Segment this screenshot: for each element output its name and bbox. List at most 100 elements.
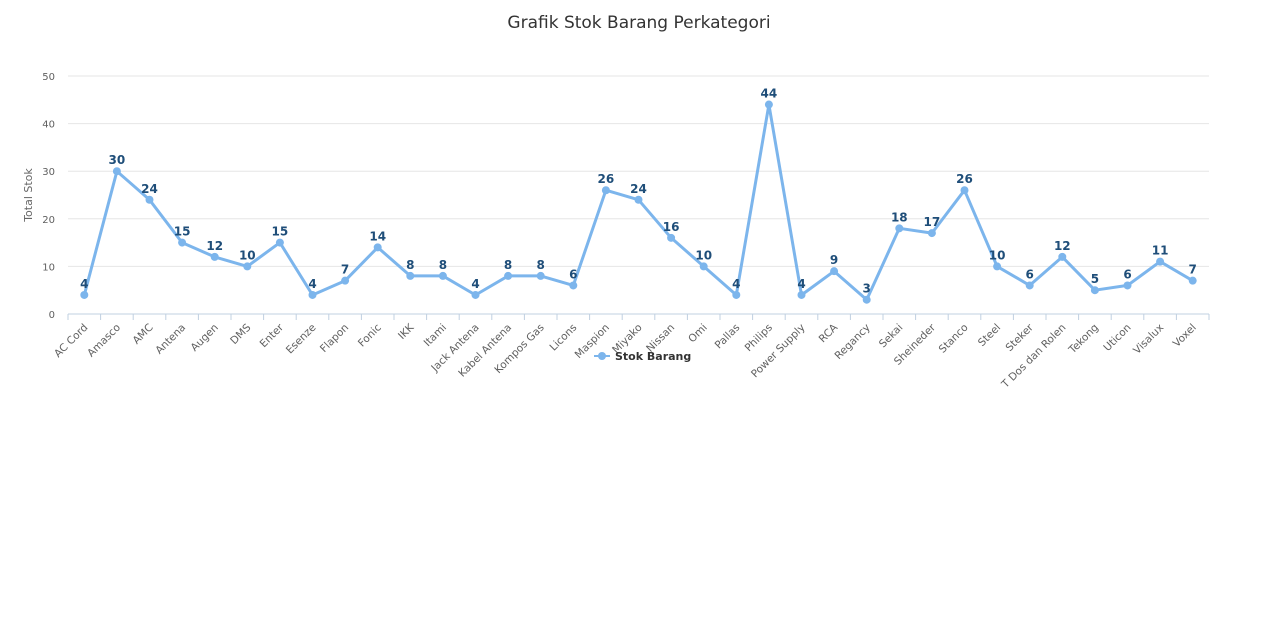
data-point[interactable] <box>1025 281 1034 290</box>
data-label: 4 <box>797 277 805 291</box>
data-label: 4 <box>308 277 316 291</box>
data-point[interactable] <box>960 186 969 195</box>
data-label: 30 <box>109 153 126 167</box>
y-tick-label: 10 <box>42 262 55 273</box>
data-point[interactable] <box>145 195 154 204</box>
legend[interactable]: Stok Barang <box>594 350 691 363</box>
data-point[interactable] <box>243 262 252 271</box>
x-tick-label: Augen <box>189 322 221 354</box>
x-tick-label: IKK <box>396 321 417 342</box>
data-point[interactable] <box>536 271 545 280</box>
data-label: 15 <box>272 225 289 239</box>
x-tick-label: AMC <box>130 322 155 347</box>
data-point[interactable] <box>471 290 480 299</box>
data-label: 8 <box>537 258 545 272</box>
data-point[interactable] <box>1090 286 1099 295</box>
y-tick-label: 0 <box>49 310 55 321</box>
x-tick-label: Voxel <box>1171 322 1199 350</box>
data-label: 7 <box>1189 263 1197 277</box>
x-tick-label: RCA <box>817 321 841 345</box>
data-label: 10 <box>695 248 712 262</box>
x-tick-label: Amasco <box>85 322 123 360</box>
y-tick-label: 30 <box>42 167 55 178</box>
y-axis-ticks: 0 10 20 30 40 50 <box>42 72 55 321</box>
y-axis-title: Total Stok <box>22 168 35 223</box>
grid-lines <box>68 75 1209 267</box>
data-point[interactable] <box>308 290 317 299</box>
chart-title: Grafik Stok Barang Perkategori <box>507 13 770 33</box>
data-point[interactable] <box>830 267 839 276</box>
x-tick-label: Fonic <box>356 321 384 349</box>
data-point[interactable] <box>178 238 187 247</box>
x-tick-label: Omi <box>686 322 710 346</box>
x-tick-label: Tekong <box>1066 322 1101 357</box>
y-tick-label: 20 <box>42 215 55 226</box>
data-label: 6 <box>1026 267 1034 281</box>
y-tick-label: 40 <box>42 120 55 131</box>
data-label: 4 <box>80 277 88 291</box>
data-point[interactable] <box>275 238 284 247</box>
data-label: 7 <box>341 263 349 277</box>
data-label: 26 <box>956 172 973 186</box>
x-tick-label: Itami <box>422 322 449 349</box>
data-label: 14 <box>369 229 386 243</box>
data-point[interactable] <box>406 271 415 280</box>
data-label: 17 <box>924 215 941 229</box>
data-point[interactable] <box>993 262 1002 271</box>
x-tick-label: DMS <box>228 321 254 347</box>
data-point[interactable] <box>341 276 350 285</box>
data-point[interactable] <box>601 186 610 195</box>
data-label: 9 <box>830 253 838 267</box>
x-tick-label: Steel <box>976 322 1003 349</box>
data-label: 12 <box>1054 239 1071 253</box>
data-label: 6 <box>569 267 577 281</box>
data-point[interactable] <box>764 100 773 109</box>
x-tick-label: Uticon <box>1101 322 1133 354</box>
data-point[interactable] <box>634 195 643 204</box>
x-tick-label: Stanco <box>937 322 971 356</box>
data-label: 11 <box>1152 244 1169 258</box>
data-point[interactable] <box>732 290 741 299</box>
data-point[interactable] <box>373 243 382 252</box>
x-tick-label: Antena <box>153 322 188 357</box>
data-label: 24 <box>141 182 158 196</box>
data-point[interactable] <box>895 224 904 233</box>
data-point[interactable] <box>112 167 121 176</box>
x-tick-label: Philips <box>743 322 775 354</box>
data-label: 4 <box>471 277 479 291</box>
data-point[interactable] <box>1188 276 1197 285</box>
data-point[interactable] <box>1123 281 1132 290</box>
data-point[interactable] <box>667 233 676 242</box>
data-label: 8 <box>439 258 447 272</box>
data-label: 26 <box>598 172 615 186</box>
x-tick-label: Pallas <box>713 322 743 352</box>
x-tick-label: Licons <box>548 322 580 354</box>
legend-marker-icon <box>598 352 606 360</box>
data-point[interactable] <box>569 281 578 290</box>
data-label: 6 <box>1123 267 1131 281</box>
data-label: 8 <box>504 258 512 272</box>
data-point[interactable] <box>438 271 447 280</box>
data-point[interactable] <box>504 271 513 280</box>
data-point[interactable] <box>699 262 708 271</box>
data-label: 10 <box>239 248 256 262</box>
data-point[interactable] <box>797 290 806 299</box>
x-tick-label: Sekai <box>877 322 906 351</box>
data-point[interactable] <box>80 290 89 299</box>
legend-item-stok-barang[interactable]: Stok Barang <box>615 350 691 363</box>
x-tick-label: Esenze <box>284 322 319 357</box>
data-point[interactable] <box>927 229 936 238</box>
data-label: 18 <box>891 210 908 224</box>
x-tick-label: AC Cord <box>52 322 90 360</box>
data-point[interactable] <box>1058 252 1067 261</box>
y-tick-label: 50 <box>42 72 55 83</box>
data-label: 44 <box>761 87 778 101</box>
data-point[interactable] <box>210 252 219 261</box>
data-point[interactable] <box>862 295 871 304</box>
series-stok-barang <box>80 100 1197 304</box>
x-tick-label: Flapon <box>318 322 351 355</box>
x-tick-label: Regancy <box>832 322 872 362</box>
data-point[interactable] <box>1156 257 1165 266</box>
